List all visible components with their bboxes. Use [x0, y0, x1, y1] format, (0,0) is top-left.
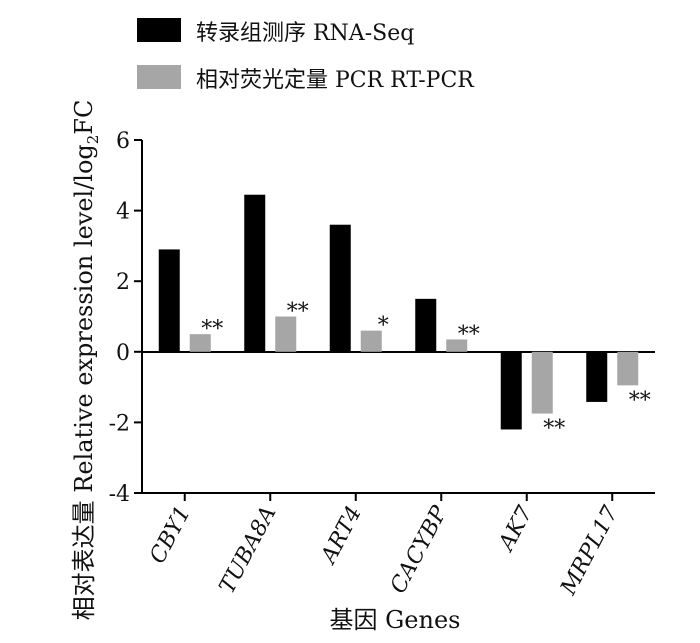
bar-rt-pcr-tuba8a — [275, 316, 297, 352]
y-tick-label: -2 — [109, 411, 130, 436]
significance-mark-cby1: ** — [201, 317, 223, 342]
bar-rt-pcr-cby1 — [189, 334, 211, 352]
bar-rna-seq-cby1 — [158, 249, 180, 352]
x-axis-title: 基因 Genes — [330, 606, 461, 634]
legend: 转录组测序 RNA-Seq 相对荧光定量 PCR RT-PCR — [137, 18, 475, 93]
x-ticks: CBY1 TUBA8A ART4 CACYBP AK7 MRPL17 — [145, 493, 624, 600]
legend-swatch-rt-pcr — [137, 65, 181, 89]
y-tick-label: -4 — [109, 482, 130, 507]
legend-swatch-rna-seq — [137, 18, 181, 42]
bar-rt-pcr-art4 — [360, 330, 382, 352]
bar-rt-pcr-mrpl17 — [617, 351, 639, 386]
significance-mark-ak7: ** — [543, 417, 565, 442]
legend-label-rt-pcr: 相对荧光定量 PCR RT-PCR — [196, 68, 475, 93]
y-tick-label: 0 — [116, 341, 130, 366]
significance-mark-tuba8a: ** — [287, 300, 309, 325]
y-tick-label: 2 — [116, 270, 130, 295]
y-axis-title: 相对表达量 Relative expression level/log2FC — [70, 100, 102, 621]
bar-rna-seq-art4 — [329, 224, 351, 352]
y-axis-title-subscript: 2 — [84, 135, 102, 145]
x-tick-label-cby1: CBY1 — [145, 502, 196, 568]
significance-mark-cacybp: ** — [458, 322, 480, 347]
y-axis-title-main: 相对表达量 Relative expression level/log — [70, 144, 98, 620]
bar-rna-seq-ak7 — [500, 351, 522, 430]
significance-mark-art4: * — [378, 314, 389, 339]
bar-rt-pcr-cacybp — [446, 339, 468, 352]
bar-rna-seq-mrpl17 — [586, 351, 608, 402]
x-tick-label-art4: ART4 — [316, 502, 368, 569]
y-tick-label: 4 — [116, 200, 130, 225]
x-tick-label-tuba8a: TUBA8A — [215, 502, 282, 598]
y-tick-label: 6 — [116, 129, 130, 154]
bars — [158, 194, 639, 430]
significance-mark-mrpl17: ** — [629, 388, 651, 413]
y-axis-title-tail: FC — [70, 100, 98, 135]
bar-rt-pcr-ak7 — [531, 351, 553, 414]
y-ticks: 6 4 2 0 -2 -4 — [109, 129, 142, 507]
bar-rna-seq-cacybp — [415, 298, 437, 352]
legend-label-rna-seq: 转录组测序 RNA-Seq — [196, 21, 414, 46]
x-tick-label-mrpl17: MRPL17 — [556, 502, 624, 600]
significance-marks: ***** ****** — [201, 300, 651, 442]
x-tick-label-cacybp: CACYBP — [386, 501, 453, 598]
x-tick-label-ak7: AK7 — [493, 502, 538, 556]
bar-rna-seq-tuba8a — [244, 194, 266, 352]
